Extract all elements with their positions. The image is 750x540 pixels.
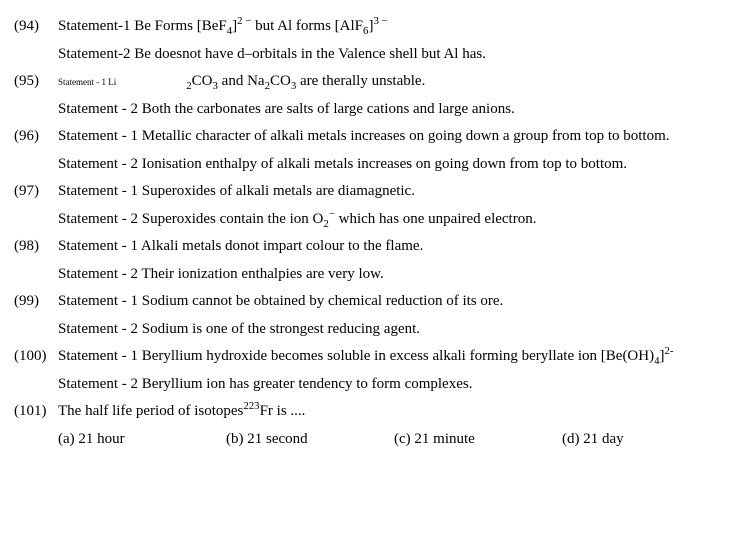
option-b[interactable]: (b) 21 second — [226, 427, 394, 453]
statement-1: Statement - 1 Alkali metals donot impart… — [58, 234, 730, 260]
sup: 223 — [243, 400, 259, 412]
text: which has one unpaired electron. — [335, 211, 537, 227]
option-d[interactable]: (d) 21 day — [562, 427, 730, 453]
text: The half life period of isotopes — [58, 403, 243, 419]
text: Fr is .... — [260, 403, 306, 419]
question-100: (100) Statement - 1 Beryllium hydroxide … — [14, 344, 730, 370]
text: Statement - 1 Beryllium hydroxide become… — [58, 348, 654, 364]
statement-2: Statement-2 Be doesnot have d–orbitals i… — [58, 42, 730, 68]
question-text: The half life period of isotopes223Fr is… — [58, 399, 730, 425]
question-number: (97) — [14, 179, 58, 205]
options-row: (a) 21 hour (b) 21 second (c) 21 minute … — [58, 427, 730, 453]
question-97: (97) Statement - 1 Superoxides of alkali… — [14, 179, 730, 205]
text: Statement-1 Be Forms [BeF — [58, 18, 227, 34]
question-96: (96) Statement - 1 Metallic character of… — [14, 124, 730, 150]
question-99: (99) Statement - 1 Sodium cannot be obta… — [14, 289, 730, 315]
statement-2: Statement - 2 Superoxides contain the io… — [58, 207, 730, 233]
statement-2: Statement - 2 Sodium is one of the stron… — [58, 317, 730, 343]
question-number: (96) — [14, 124, 58, 150]
statement-1: Statement - 1 Beryllium hydroxide become… — [58, 344, 730, 370]
statement-2: Statement - 2 Beryllium ion has greater … — [58, 372, 730, 398]
question-number: (101) — [14, 399, 58, 425]
sup: 2- — [665, 345, 674, 357]
statement-1: Statement-1 Be Forms [BeF4]2 − but Al fo… — [58, 14, 730, 40]
question-number: (94) — [14, 14, 58, 40]
question-number: (95) — [14, 69, 58, 95]
statement-2: Statement - 2 Their ionization enthalpie… — [58, 262, 730, 288]
text: and Na — [218, 73, 265, 89]
question-98: (98) Statement - 1 Alkali metals donot i… — [14, 234, 730, 260]
text: CO — [270, 73, 291, 89]
statement-1: Statement - 1 Metallic character of alka… — [58, 124, 730, 150]
sup: 3 − — [373, 15, 387, 27]
statement-1: Statement - 1 Superoxides of alkali meta… — [58, 179, 730, 205]
question-number: (100) — [14, 344, 58, 370]
statement-2: Statement - 2 Both the carbonates are sa… — [58, 97, 730, 123]
question-number: (99) — [14, 289, 58, 315]
option-a[interactable]: (a) 21 hour — [58, 427, 226, 453]
question-95: (95) Statement - 1 Li2CO3 and Na2CO3 are… — [14, 69, 730, 95]
statement-2: Statement - 2 Ionisation enthalpy of alk… — [58, 152, 730, 178]
statement-1: Statement - 1 Li2CO3 and Na2CO3 are ther… — [58, 69, 730, 95]
question-number: (98) — [14, 234, 58, 260]
question-101: (101) The half life period of isotopes22… — [14, 399, 730, 425]
text: are therally unstable. — [296, 73, 425, 89]
option-c[interactable]: (c) 21 minute — [394, 427, 562, 453]
text: Statement - 2 Superoxides contain the io… — [58, 211, 323, 227]
question-94: (94) Statement-1 Be Forms [BeF4]2 − but … — [14, 14, 730, 40]
text: CO — [192, 73, 213, 89]
small-text: Statement - 1 Li — [58, 77, 116, 87]
sup: 2 − — [237, 15, 251, 27]
text: but Al forms [AlF — [251, 18, 363, 34]
statement-1: Statement - 1 Sodium cannot be obtained … — [58, 289, 730, 315]
